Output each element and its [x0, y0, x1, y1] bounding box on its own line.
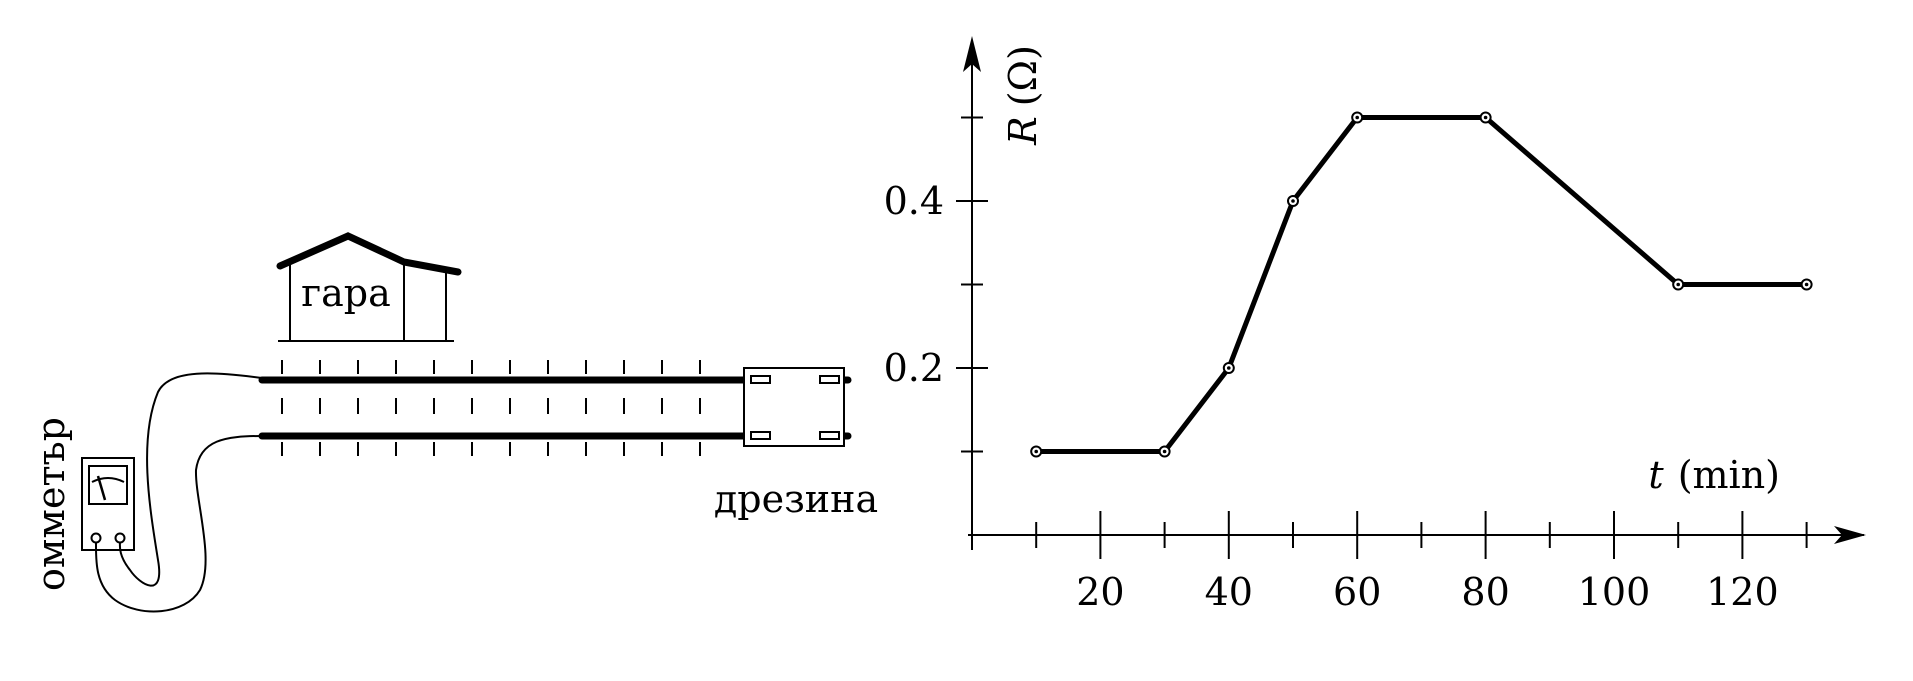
x-axis-unit: (min) [1678, 453, 1780, 497]
trolley-wheel [750, 431, 771, 440]
x-tick-label: 20 [1076, 570, 1124, 614]
station-label: гара [301, 271, 391, 315]
data-point-center [1227, 366, 1231, 370]
series-line [1036, 115, 1807, 454]
series [1030, 111, 1813, 458]
station-building [276, 232, 462, 342]
x-axis-arrow [1834, 526, 1866, 544]
y-tick-label: 0.2 [884, 346, 944, 390]
x-axis-label: t (min) [1648, 453, 1780, 497]
y-tick-label: 0.4 [884, 179, 944, 223]
trolley-wheel [819, 375, 840, 384]
x-tick-label: 100 [1578, 570, 1651, 614]
ohmmeter-terminal [90, 532, 102, 544]
trolley-wheel [750, 375, 771, 384]
ohmmeter-dial [88, 465, 128, 505]
y-axis-arrow [963, 36, 981, 72]
rail-sleepers [281, 360, 701, 456]
resistance-chart: 20 40 60 80 100 120 0.2 0.4 t (min) R (Ω) [884, 36, 1866, 614]
trolley-label: дрезина [714, 477, 878, 521]
x-tick-label: 40 [1205, 570, 1253, 614]
wire-to-top-rail [118, 372, 263, 587]
data-point-center [1034, 449, 1038, 454]
data-point-center [1355, 115, 1359, 120]
trolley [743, 367, 845, 447]
y-axis-label: R (Ω) [1001, 45, 1045, 146]
x-tick-label: 80 [1461, 570, 1509, 614]
circuit-diagram [81, 232, 852, 613]
ohmmeter-label: омметър [29, 417, 73, 591]
ohmmeter-terminal [114, 532, 126, 544]
x-axis-symbol: t [1648, 453, 1664, 497]
data-point-center [1483, 115, 1488, 120]
data-point-center [1804, 282, 1809, 287]
ohmmeter [81, 457, 135, 551]
ohmmeter-scale [91, 477, 125, 483]
x-ticks: 20 40 60 80 100 120 [1035, 511, 1808, 614]
station-roof [276, 232, 462, 276]
wire-to-bottom-rail [94, 435, 263, 613]
ohmmeter-needle [96, 475, 107, 501]
x-tick-label: 120 [1706, 570, 1779, 614]
trolley-wheel [819, 431, 840, 440]
data-point-center [1676, 282, 1680, 287]
y-axis-unit: (Ω) [1001, 45, 1045, 106]
y-axis-symbol: R [1001, 116, 1045, 146]
y-ticks: 0.2 0.4 [884, 116, 988, 453]
data-point-center [1162, 449, 1167, 454]
data-point-center [1291, 199, 1295, 203]
x-tick-label: 60 [1333, 570, 1381, 614]
